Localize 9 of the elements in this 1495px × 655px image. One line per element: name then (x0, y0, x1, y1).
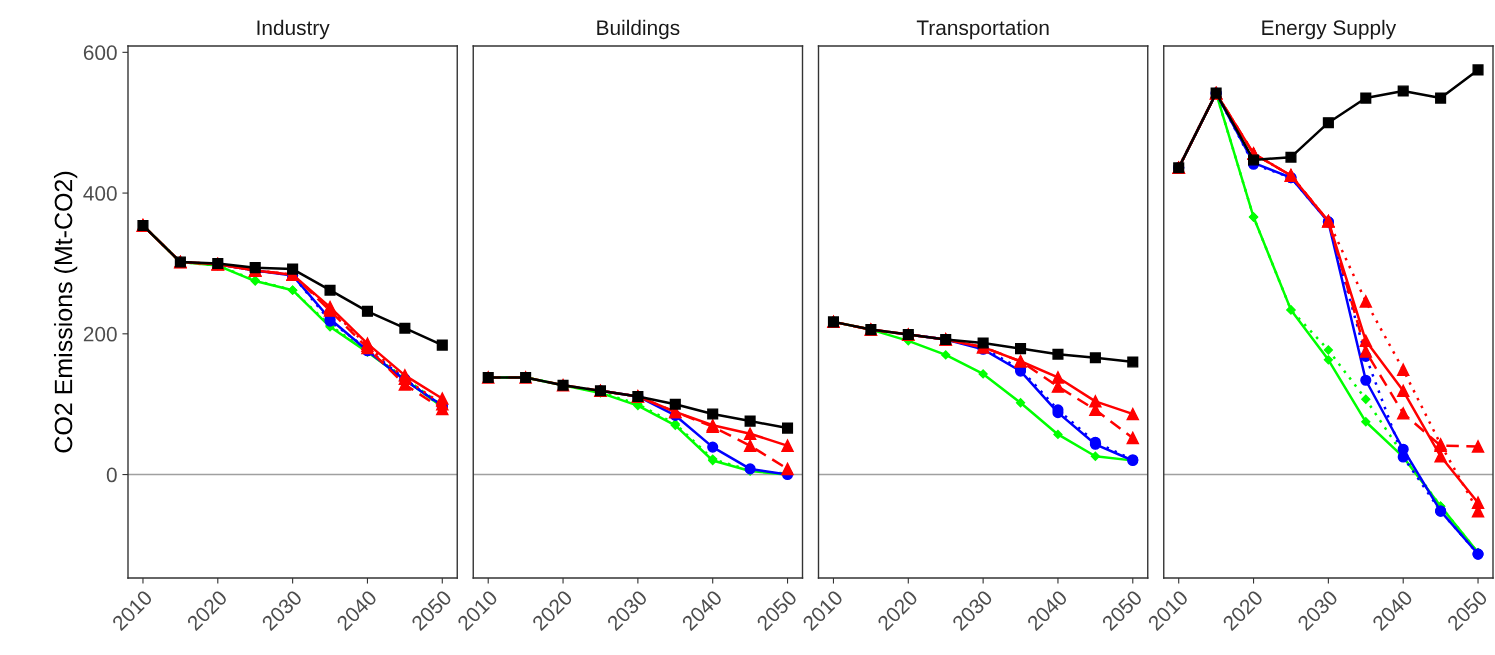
y-tick-label: 200 (83, 326, 117, 342)
y-tick-label: 0 (106, 467, 117, 483)
y-tick-label: 400 (83, 186, 117, 201)
chart-title: Transportation (916, 19, 1049, 40)
chart-title: Buildings (597, 19, 680, 40)
chart-title: Energy Supply (1262, 19, 1397, 40)
chart-title: Industry (257, 19, 330, 40)
y-tick-label: 600 (83, 45, 117, 61)
y-axis-title: CO2 Emissions (Mt-CO2) (53, 171, 78, 453)
